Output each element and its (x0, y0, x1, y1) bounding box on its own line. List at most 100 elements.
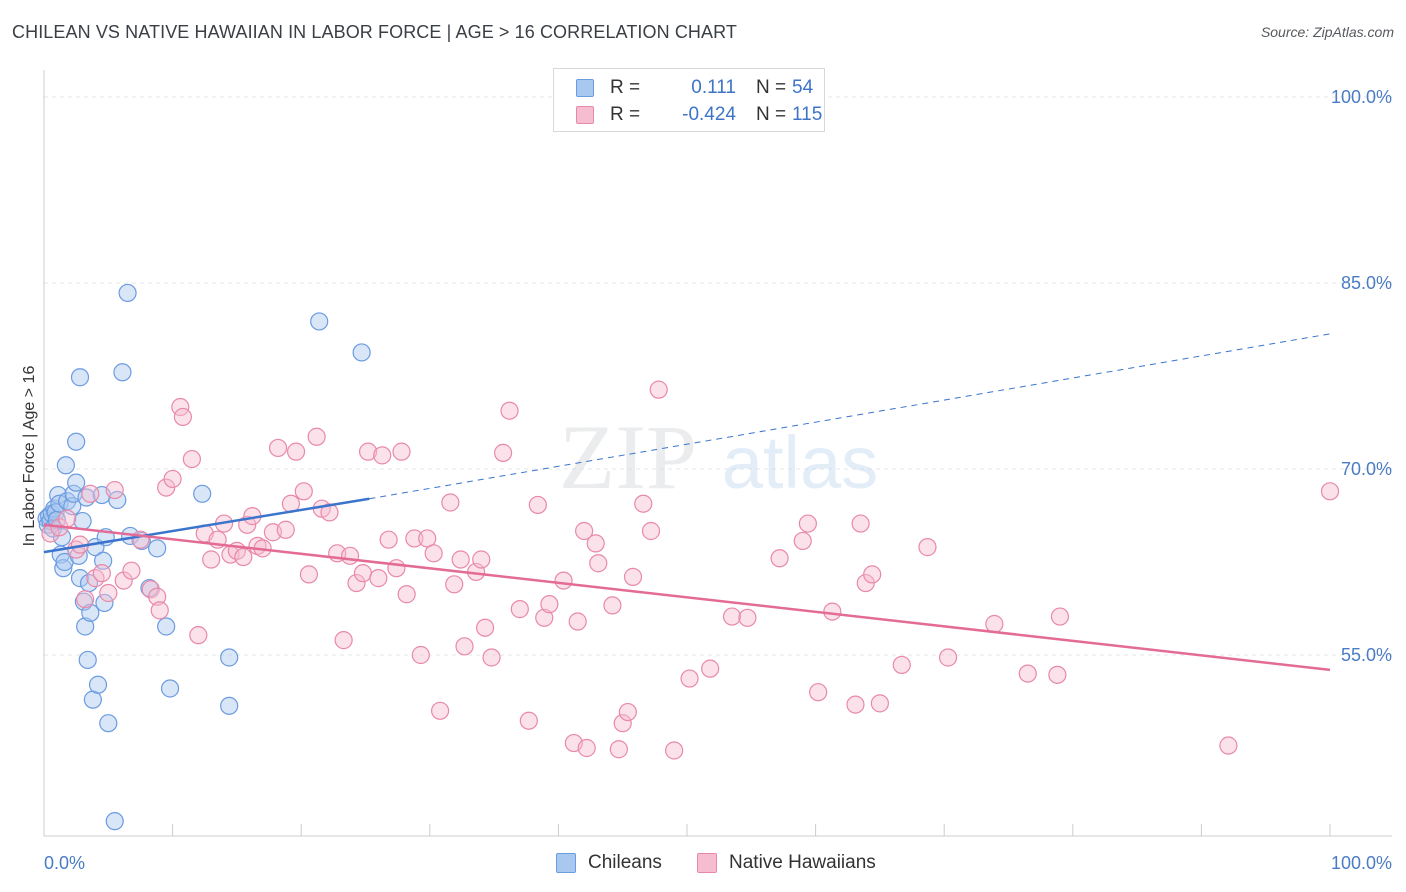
data-point (157, 617, 176, 636)
data-point (88, 675, 108, 694)
data-point (455, 637, 474, 656)
data-point (334, 631, 353, 650)
data-point (863, 565, 882, 584)
data-point (276, 520, 295, 539)
data-point (299, 565, 319, 584)
data-point (310, 312, 329, 331)
data-point (568, 612, 587, 631)
series-legend: Chileans Native Hawaiians (0, 852, 1406, 876)
data-point (67, 432, 86, 451)
data-point (141, 580, 160, 599)
chart-title: CHILEAN VS NATIVE HAWAIIAN IN LABOR FORC… (12, 22, 737, 42)
data-point (105, 812, 124, 831)
data-point (870, 694, 890, 713)
data-point (340, 546, 360, 565)
data-point (81, 603, 100, 622)
y-tick-label: 70.0% (1341, 459, 1392, 479)
stats-legend: R = 0.111 N = 54 R = -0.424 N = 115 (553, 68, 825, 132)
data-point (150, 601, 169, 620)
data-point (634, 494, 653, 513)
data-point (1048, 665, 1067, 684)
data-point (99, 714, 118, 733)
data-point (56, 456, 75, 475)
data-point (738, 608, 757, 627)
data-point (577, 738, 596, 758)
data-point (148, 587, 167, 606)
data-point (770, 549, 789, 568)
data-point (352, 343, 371, 362)
data-point (701, 659, 720, 678)
data-point (609, 740, 628, 759)
data-point (430, 701, 450, 720)
data-point (105, 480, 124, 500)
data-point (823, 602, 842, 621)
data-point (1018, 664, 1037, 683)
data-point (623, 567, 643, 586)
y-axis-label: In Labor Force | Age > 16 (21, 366, 38, 547)
data-point (358, 442, 378, 461)
data-point (92, 564, 111, 583)
x-tick-label-max: 100.0% (1331, 853, 1392, 873)
data-point (373, 446, 392, 465)
data-point (1320, 482, 1340, 501)
data-point (163, 469, 182, 489)
trend-lines (43, 333, 1331, 672)
n-label: N = (756, 104, 787, 125)
data-point (472, 550, 491, 569)
data-point (809, 683, 828, 702)
data-point (411, 645, 430, 665)
chileans-r-value: 0.111 (691, 77, 736, 98)
data-point (160, 679, 180, 698)
data-point (67, 473, 86, 492)
watermark: ZIP atlas (559, 406, 878, 508)
data-point (78, 650, 97, 670)
native-hawaiians-legend-swatch (697, 853, 717, 873)
data-point (618, 702, 637, 722)
data-point (554, 571, 573, 590)
data-point (99, 583, 118, 603)
data-point (798, 514, 817, 533)
data-point (294, 482, 313, 501)
chileans-n-value: 54 (792, 77, 814, 98)
data-point (70, 569, 90, 588)
y-tick-label: 100.0% (1331, 87, 1392, 107)
data-point (985, 614, 1004, 634)
data-point (54, 559, 73, 578)
data-point (405, 529, 424, 548)
source-credit: Source: ZipAtlas.com (1260, 24, 1394, 40)
data-point (189, 626, 208, 645)
data-point (70, 368, 90, 387)
data-point (347, 573, 366, 593)
data-point (397, 585, 416, 604)
native-hawaiians-swatch (576, 106, 594, 124)
data-point (938, 648, 958, 667)
data-point (722, 607, 742, 626)
data-point (892, 655, 911, 675)
data-point (510, 600, 529, 619)
data-point (353, 564, 373, 583)
data-point (500, 401, 519, 420)
n-label: N = (756, 77, 787, 98)
data-point (603, 596, 622, 615)
data-point (76, 617, 95, 636)
data-point (665, 741, 684, 760)
data-point (122, 561, 141, 580)
data-point (268, 438, 288, 458)
data-point (586, 534, 605, 553)
data-point (918, 538, 937, 557)
watermark-atlas: atlas (722, 421, 878, 504)
data-point (793, 531, 812, 551)
data-point (494, 443, 513, 462)
axes (43, 70, 1392, 837)
data-point (202, 550, 221, 569)
data-point (58, 509, 77, 528)
data-point (220, 648, 239, 667)
data-point (528, 495, 547, 515)
data-point (851, 514, 870, 533)
native-hawaiians-trend-line (43, 523, 1331, 672)
data-point (131, 530, 150, 549)
data-point (535, 608, 554, 627)
r-label: R = (610, 77, 641, 98)
data-point (46, 503, 65, 522)
data-point (1050, 607, 1070, 626)
